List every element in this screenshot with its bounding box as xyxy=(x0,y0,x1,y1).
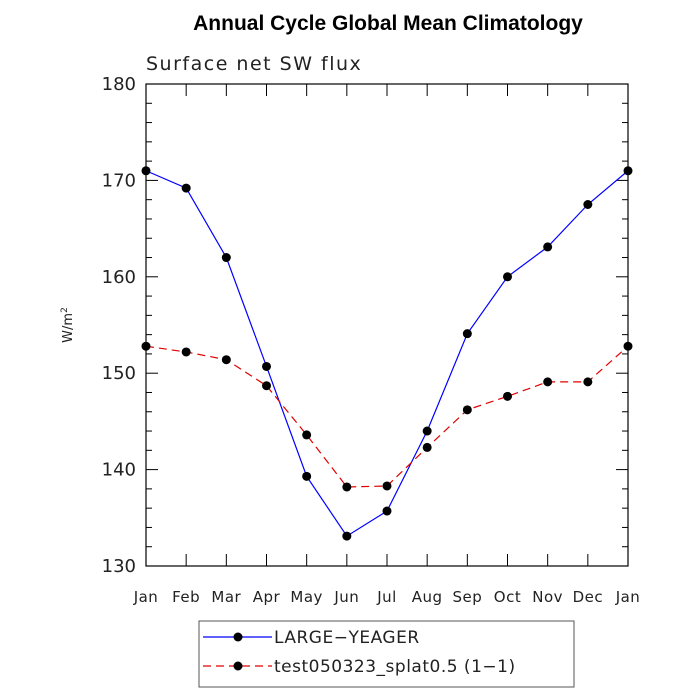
series-1-point xyxy=(382,506,392,516)
series-1-point xyxy=(342,531,352,541)
x-tick-label: Jul xyxy=(376,588,397,606)
chart-subtitle: Surface net SW flux xyxy=(146,53,362,75)
series-2-point xyxy=(503,391,512,401)
y-axis-ticks xyxy=(146,83,628,567)
series-2-point xyxy=(382,481,392,491)
y-tick-label: 130 xyxy=(102,556,136,577)
x-tick-label: Feb xyxy=(172,588,200,606)
series-2-point xyxy=(583,377,593,387)
series-2-point xyxy=(543,377,553,387)
x-tick-label: Jan xyxy=(133,588,159,606)
x-tick-label: Jun xyxy=(333,588,359,606)
series-1-point xyxy=(181,183,191,193)
series-2-point xyxy=(221,355,231,365)
series-1-point xyxy=(623,166,633,176)
legend-label-series-2: test050323_splat0.5 (1−1) xyxy=(274,657,516,677)
series-1-point xyxy=(221,253,231,263)
chart-title: Annual Cycle Global Mean Climatology xyxy=(193,12,583,35)
series-2-point xyxy=(462,405,472,415)
y-axis-label-superscript: 2 xyxy=(60,307,70,313)
series-1-point xyxy=(583,200,593,209)
legend-box xyxy=(198,620,575,688)
y-axis-tick-labels: 130 140 150 160 170 180 xyxy=(102,74,136,577)
x-tick-label: Jan xyxy=(615,588,641,606)
series-2-point xyxy=(623,341,633,351)
series-1-point xyxy=(543,242,553,252)
x-tick-label: May xyxy=(290,588,323,606)
plot-area-frame xyxy=(145,83,629,567)
series-2-point xyxy=(422,442,432,452)
y-tick-label: 180 xyxy=(102,74,136,95)
series-layer xyxy=(141,166,633,541)
series-1-point xyxy=(462,329,472,339)
x-axis-tick-labels: Jan Feb Mar Apr May Jun Jul Aug Sep Oct Nov Dec Jan xyxy=(133,588,641,606)
x-tick-label: Sep xyxy=(452,588,482,606)
series-2-point xyxy=(342,482,352,492)
y-tick-label: 170 xyxy=(102,170,136,191)
y-tick-label: 140 xyxy=(102,460,136,481)
series-line-1 xyxy=(145,170,629,537)
x-tick-label: Aug xyxy=(412,588,443,606)
series-2-point xyxy=(181,347,191,357)
y-axis-label-text: W/m xyxy=(61,313,76,343)
y-tick-label: 150 xyxy=(102,363,136,384)
x-tick-label: Mar xyxy=(211,588,241,606)
x-tick-label: Nov xyxy=(532,588,563,606)
series-2-point xyxy=(302,430,312,440)
x-tick-label: Dec xyxy=(573,588,604,606)
series-1-point xyxy=(262,361,271,371)
series-1-point xyxy=(503,272,512,282)
x-tick-label: Apr xyxy=(253,588,281,606)
legend-marker-series-1 xyxy=(233,632,243,642)
series-1-point xyxy=(302,471,312,481)
series-1-point xyxy=(141,166,151,176)
x-axis-ticks xyxy=(145,84,629,566)
legend: LARGE−YEAGER test050323_splat0.5 (1−1) xyxy=(198,620,575,688)
series-2-point xyxy=(262,381,271,391)
series-2-point xyxy=(141,341,151,351)
series-1-point xyxy=(422,426,432,436)
series-line-2 xyxy=(145,345,629,488)
legend-label-series-1: LARGE−YEAGER xyxy=(274,628,420,648)
legend-marker-series-2 xyxy=(233,661,243,671)
y-tick-label: 160 xyxy=(102,267,136,288)
y-axis-label: W/m2 xyxy=(60,307,76,343)
x-tick-label: Oct xyxy=(494,588,521,606)
